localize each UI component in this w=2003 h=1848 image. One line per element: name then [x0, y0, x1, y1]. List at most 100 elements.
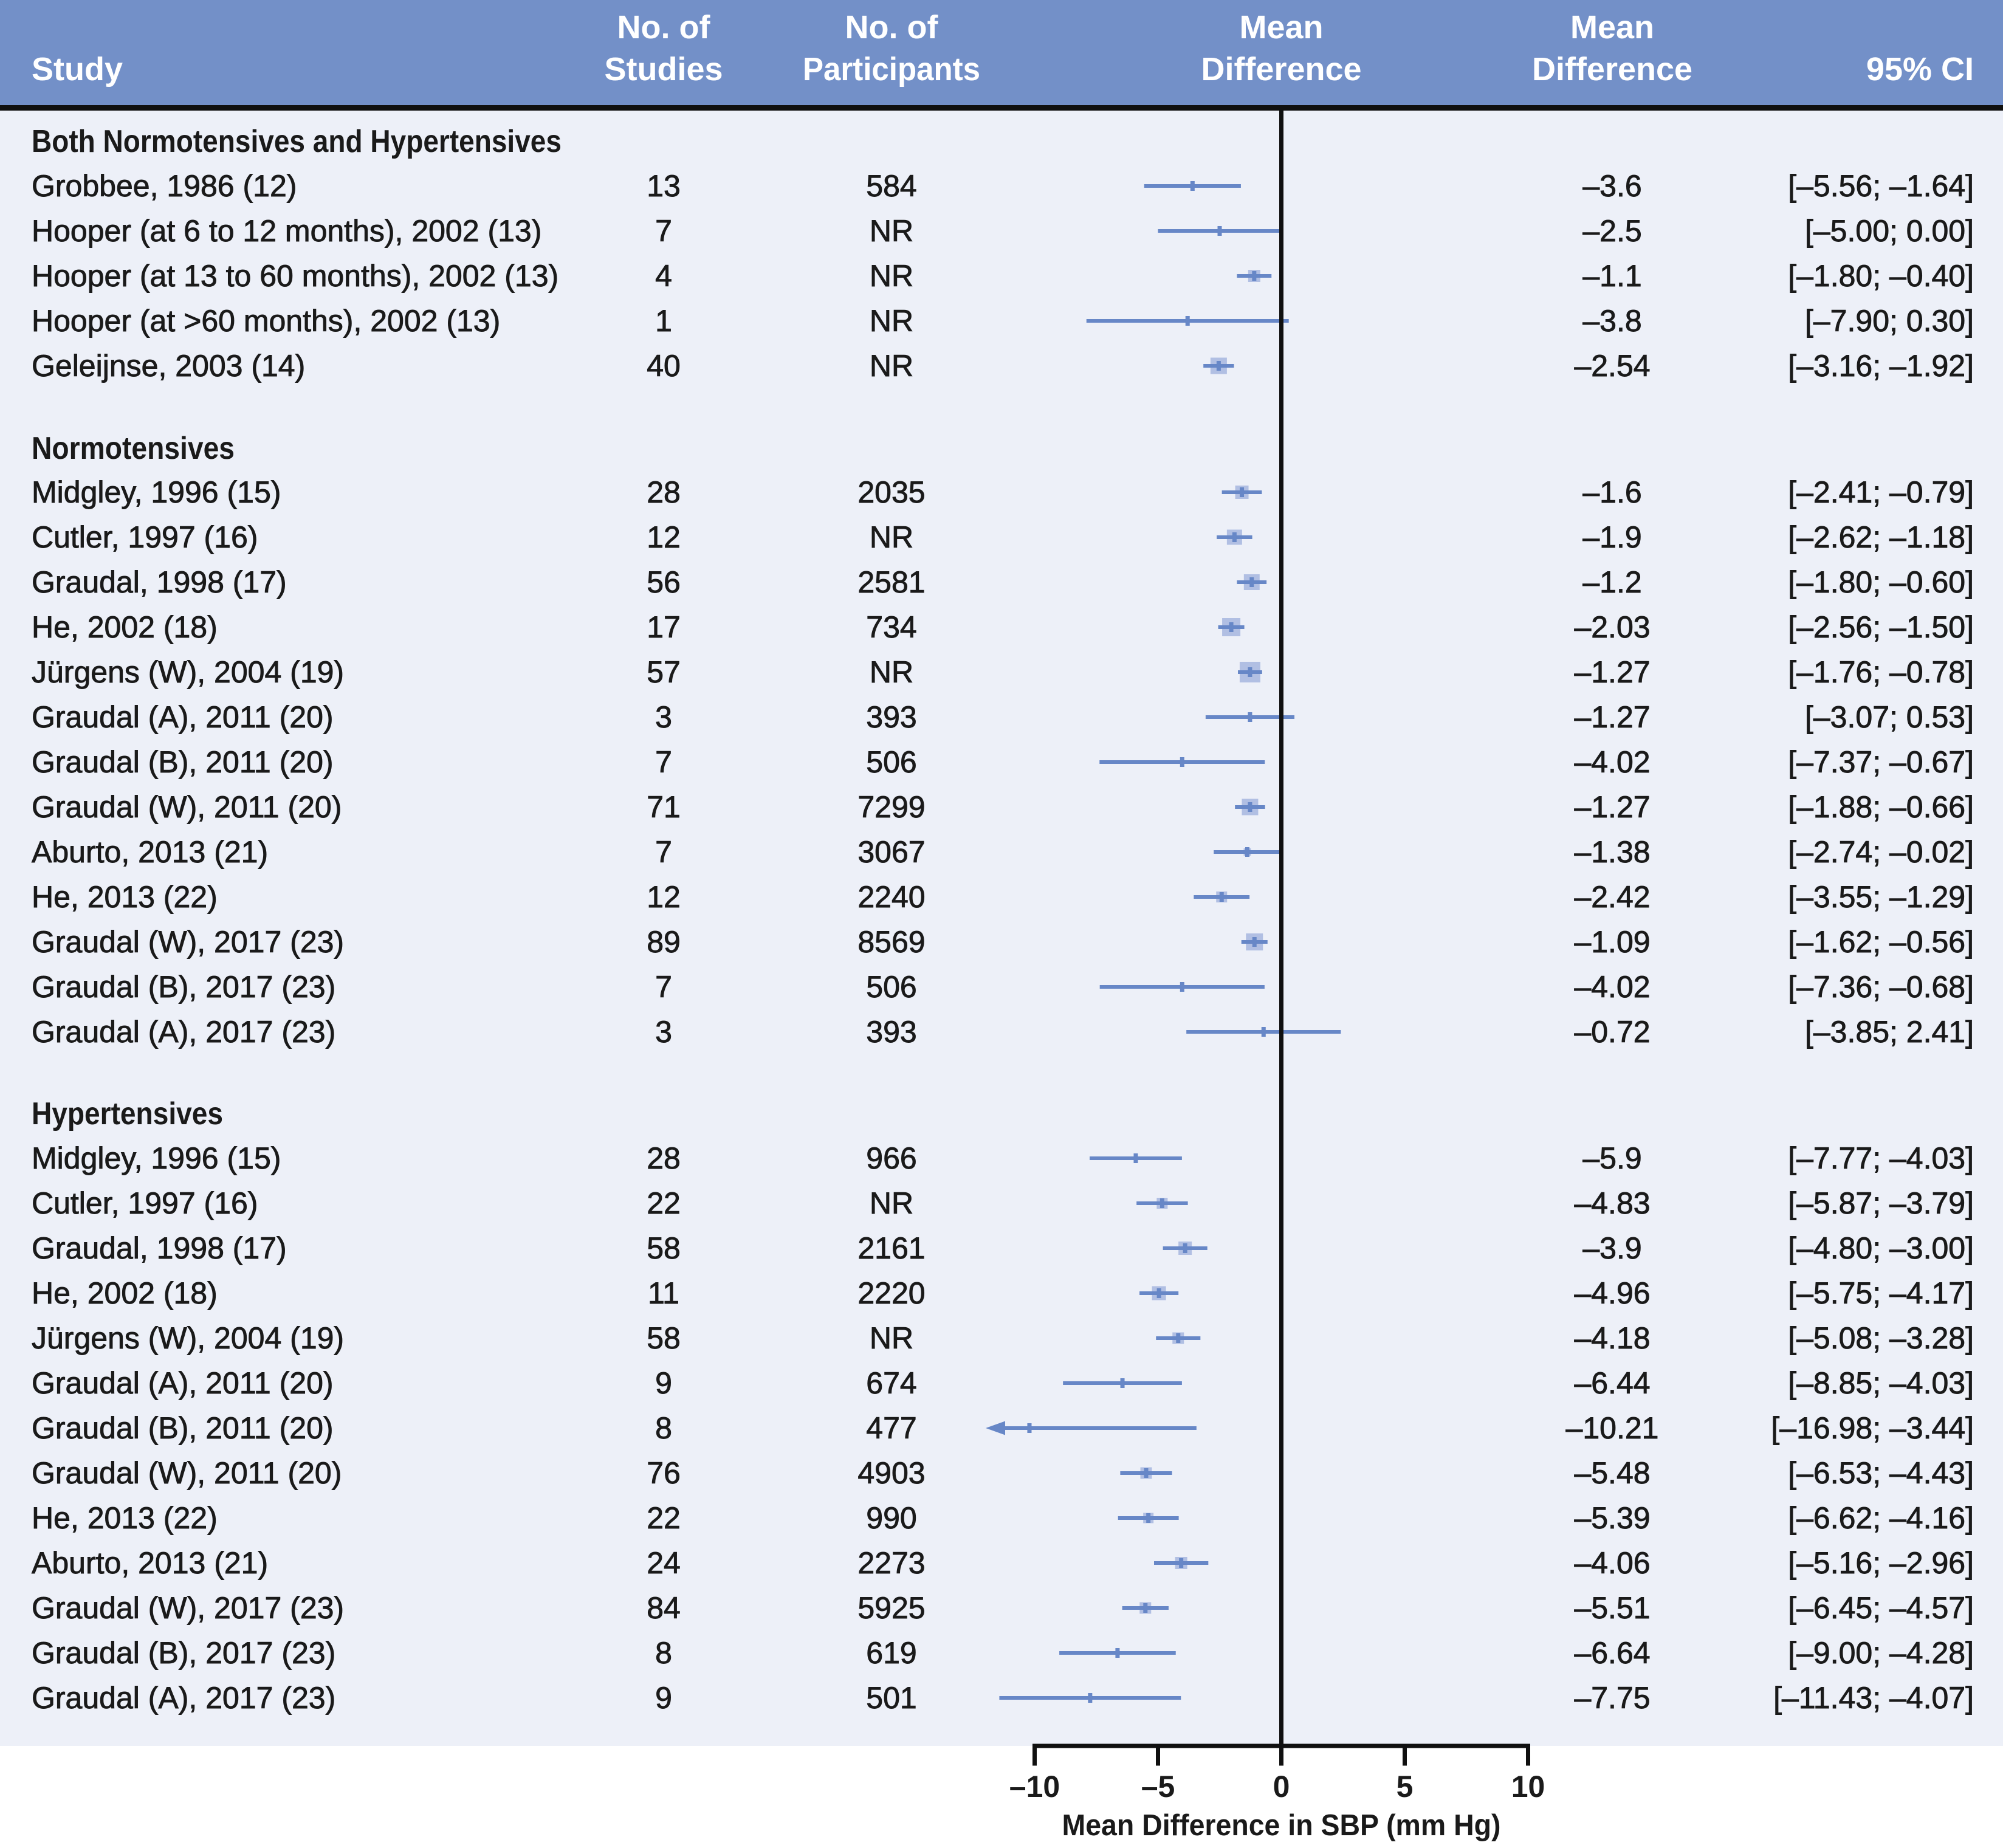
- svg-text:Both Normotensives and Hyperte: Both Normotensives and Hypertensives: [32, 124, 562, 159]
- svg-text:[–1.88; –0.66]: [–1.88; –0.66]: [1788, 790, 1974, 824]
- svg-text:–1.09: –1.09: [1574, 925, 1650, 959]
- svg-text:393: 393: [866, 700, 916, 734]
- svg-text:76: 76: [647, 1456, 681, 1490]
- svg-text:13: 13: [647, 169, 681, 203]
- svg-text:58: 58: [647, 1321, 681, 1355]
- svg-text:Graudal (B), 2011 (20): Graudal (B), 2011 (20): [32, 745, 334, 779]
- svg-text:Cutler, 1997 (16): Cutler, 1997 (16): [32, 520, 258, 554]
- svg-text:–1.27: –1.27: [1574, 700, 1650, 734]
- svg-text:9: 9: [655, 1366, 672, 1400]
- svg-text:–6.44: –6.44: [1574, 1366, 1650, 1400]
- svg-text:Jürgens (W), 2004 (19): Jürgens (W), 2004 (19): [32, 1321, 344, 1355]
- svg-text:[–5.75; –4.17]: [–5.75; –4.17]: [1788, 1276, 1974, 1310]
- svg-text:12: 12: [647, 880, 681, 914]
- svg-text:8: 8: [655, 1636, 672, 1670]
- svg-text:5: 5: [1397, 1770, 1414, 1804]
- svg-text:4903: 4903: [857, 1456, 925, 1490]
- svg-text:95% CI: 95% CI: [1866, 51, 1974, 88]
- svg-text:9: 9: [655, 1681, 672, 1715]
- svg-text:[–3.85; 2.41]: [–3.85; 2.41]: [1805, 1015, 1974, 1049]
- svg-text:–2.42: –2.42: [1574, 880, 1650, 914]
- svg-text:3: 3: [655, 1015, 672, 1049]
- svg-text:Graudal (W), 2011 (20): Graudal (W), 2011 (20): [32, 1456, 342, 1490]
- svg-text:[–7.77; –4.03]: [–7.77; –4.03]: [1788, 1141, 1974, 1175]
- svg-text:[–5.87; –3.79]: [–5.87; –3.79]: [1788, 1186, 1974, 1220]
- svg-text:He, 2013 (22): He, 2013 (22): [32, 1501, 218, 1535]
- svg-text:[–5.08; –3.28]: [–5.08; –3.28]: [1788, 1321, 1974, 1355]
- svg-text:–3.9: –3.9: [1582, 1231, 1641, 1265]
- svg-text:Grobbee, 1986 (12): Grobbee, 1986 (12): [32, 169, 297, 203]
- svg-text:Midgley, 1996 (15): Midgley, 1996 (15): [32, 1141, 281, 1175]
- svg-text:17: 17: [647, 610, 681, 644]
- svg-text:[–11.43; –4.07]: [–11.43; –4.07]: [1773, 1681, 1974, 1715]
- svg-text:–5.39: –5.39: [1574, 1501, 1650, 1535]
- svg-text:2220: 2220: [857, 1276, 925, 1310]
- svg-text:22: 22: [647, 1186, 681, 1220]
- svg-text:Aburto, 2013 (21): Aburto, 2013 (21): [32, 1546, 268, 1580]
- svg-text:[–7.36; –0.68]: [–7.36; –0.68]: [1788, 970, 1974, 1004]
- svg-text:Participants: Participants: [803, 51, 980, 88]
- svg-text:–4.83: –4.83: [1574, 1186, 1650, 1220]
- svg-text:Hooper (at 6 to 12 months), 20: Hooper (at 6 to 12 months), 2002 (13): [32, 214, 541, 248]
- svg-text:Jürgens (W), 2004 (19): Jürgens (W), 2004 (19): [32, 655, 344, 689]
- svg-text:8569: 8569: [857, 925, 925, 959]
- svg-text:–1.2: –1.2: [1582, 565, 1641, 599]
- svg-text:–5.48: –5.48: [1574, 1456, 1650, 1490]
- svg-text:NR: NR: [870, 1321, 913, 1355]
- svg-text:–4.02: –4.02: [1574, 745, 1650, 779]
- svg-text:–1.27: –1.27: [1574, 790, 1650, 824]
- svg-text:57: 57: [647, 655, 681, 689]
- svg-text:89: 89: [647, 925, 681, 959]
- svg-text:–2.03: –2.03: [1574, 610, 1650, 644]
- svg-text:–5: –5: [1141, 1770, 1175, 1804]
- svg-text:Study: Study: [32, 51, 123, 88]
- svg-text:Aburto, 2013 (21): Aburto, 2013 (21): [32, 835, 268, 869]
- svg-text:–0.72: –0.72: [1574, 1015, 1650, 1049]
- svg-text:–7.75: –7.75: [1574, 1681, 1650, 1715]
- svg-text:Graudal (B), 2017 (23): Graudal (B), 2017 (23): [32, 970, 335, 1004]
- svg-text:Graudal, 1998 (17): Graudal, 1998 (17): [32, 565, 287, 599]
- svg-text:[–1.80; –0.60]: [–1.80; –0.60]: [1788, 565, 1974, 599]
- svg-text:Mean: Mean: [1239, 9, 1323, 46]
- svg-text:5925: 5925: [857, 1591, 925, 1625]
- svg-text:NR: NR: [870, 304, 913, 338]
- svg-text:[–3.07; 0.53]: [–3.07; 0.53]: [1805, 700, 1974, 734]
- svg-text:No. of: No. of: [617, 9, 711, 46]
- svg-text:–4.02: –4.02: [1574, 970, 1650, 1004]
- svg-text:619: 619: [866, 1636, 916, 1670]
- svg-text:2581: 2581: [857, 565, 925, 599]
- svg-text:12: 12: [647, 520, 681, 554]
- svg-text:40: 40: [647, 349, 681, 383]
- svg-text:Mean Difference in SBP (mm Hg): Mean Difference in SBP (mm Hg): [1062, 1809, 1501, 1842]
- svg-text:0: 0: [1273, 1770, 1290, 1804]
- svg-text:NR: NR: [870, 1186, 913, 1220]
- svg-text:–1.38: –1.38: [1574, 835, 1650, 869]
- svg-text:674: 674: [866, 1366, 916, 1400]
- svg-text:966: 966: [866, 1141, 916, 1175]
- svg-text:–5.51: –5.51: [1574, 1591, 1650, 1625]
- svg-text:NR: NR: [870, 259, 913, 293]
- svg-text:Graudal (W), 2017 (23): Graudal (W), 2017 (23): [32, 925, 344, 959]
- svg-text:[–7.90; 0.30]: [–7.90; 0.30]: [1805, 304, 1974, 338]
- svg-text:–4.18: –4.18: [1574, 1321, 1650, 1355]
- svg-text:[–5.56; –1.64]: [–5.56; –1.64]: [1788, 169, 1974, 203]
- svg-text:506: 506: [866, 970, 916, 1004]
- svg-text:2273: 2273: [857, 1546, 925, 1580]
- svg-text:–1.27: –1.27: [1574, 655, 1650, 689]
- svg-text:–5.9: –5.9: [1582, 1141, 1641, 1175]
- svg-text:Graudal, 1998 (17): Graudal, 1998 (17): [32, 1231, 287, 1265]
- svg-text:7: 7: [655, 835, 672, 869]
- svg-text:24: 24: [647, 1546, 681, 1580]
- svg-text:[–1.80; –0.40]: [–1.80; –0.40]: [1788, 259, 1974, 293]
- svg-text:71: 71: [647, 790, 681, 824]
- svg-text:8: 8: [655, 1411, 672, 1445]
- svg-text:[–6.53; –4.43]: [–6.53; –4.43]: [1788, 1456, 1974, 1490]
- svg-text:56: 56: [647, 565, 681, 599]
- svg-text:NR: NR: [870, 349, 913, 383]
- svg-text:He, 2013 (22): He, 2013 (22): [32, 880, 218, 914]
- svg-text:7: 7: [655, 214, 672, 248]
- svg-text:3: 3: [655, 700, 672, 734]
- svg-text:2161: 2161: [857, 1231, 925, 1265]
- svg-text:–4.96: –4.96: [1574, 1276, 1650, 1310]
- svg-text:NR: NR: [870, 520, 913, 554]
